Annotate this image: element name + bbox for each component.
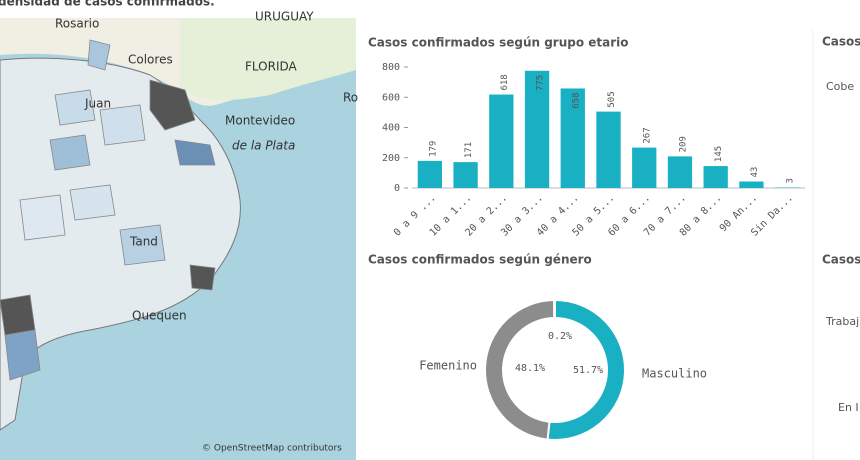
y-tick-label: 400	[382, 123, 400, 134]
bar	[524, 70, 550, 188]
map-title: densidad de casos confirmados.	[0, 0, 215, 9]
map-label: Tand	[129, 235, 158, 249]
data-label: 618	[500, 74, 510, 90]
data-label: 3	[786, 178, 796, 183]
bar	[417, 160, 443, 188]
map-label: URUGUAY	[255, 10, 314, 24]
bar	[667, 156, 693, 188]
map-label: FLORIDA	[245, 60, 298, 74]
legend-label: Masculino	[642, 367, 707, 381]
data-label: 267	[643, 127, 653, 143]
bar	[596, 111, 621, 188]
map-label: Quequen	[132, 309, 187, 323]
map-label: de la Plata	[232, 139, 295, 153]
bar	[560, 88, 585, 188]
y-tick-label: 0	[394, 183, 400, 194]
bar	[632, 147, 657, 188]
bar	[453, 162, 478, 188]
map-uruguay	[180, 18, 356, 100]
y-tick-label: 600	[382, 92, 400, 103]
bar	[739, 181, 764, 188]
map-label: Ro	[343, 91, 358, 105]
chart-title: Casos confirmados según grupo etario	[368, 36, 629, 50]
map-label: Montevideo	[225, 114, 295, 128]
chart-title: Casos confirmados según género	[368, 253, 592, 267]
data-label: 775	[536, 75, 546, 91]
donut-segment	[553, 298, 556, 320]
data-label: 43	[750, 167, 760, 178]
bar	[703, 166, 728, 188]
data-label: 171	[464, 142, 474, 158]
data-label: 0.2%	[548, 331, 572, 342]
panel-label: Cobe	[826, 80, 854, 93]
map-label: Rosario	[55, 17, 99, 31]
data-label: 48.1%	[515, 363, 545, 374]
data-label: 658	[571, 92, 581, 108]
data-label: 179	[428, 141, 438, 157]
map-districts	[0, 39, 216, 381]
legend-label: Femenino	[419, 359, 477, 373]
panel-title: Casos	[822, 35, 860, 49]
map-attribution[interactable]: © OpenStreetMap contributors	[202, 444, 342, 454]
data-label: 51.7%	[573, 365, 603, 376]
y-tick-label: 800	[382, 62, 400, 73]
y-tick-label: 200	[382, 153, 400, 164]
data-label: 209	[678, 136, 688, 152]
data-label: 505	[607, 91, 617, 107]
panel-label: Trabaj	[825, 315, 859, 328]
bar	[489, 94, 514, 188]
panel-label: En I	[838, 401, 859, 414]
map-label: Colores	[128, 53, 173, 67]
data-label: 145	[714, 146, 724, 162]
panel-title: Casos	[822, 253, 860, 267]
map-label: Juan	[84, 97, 111, 111]
